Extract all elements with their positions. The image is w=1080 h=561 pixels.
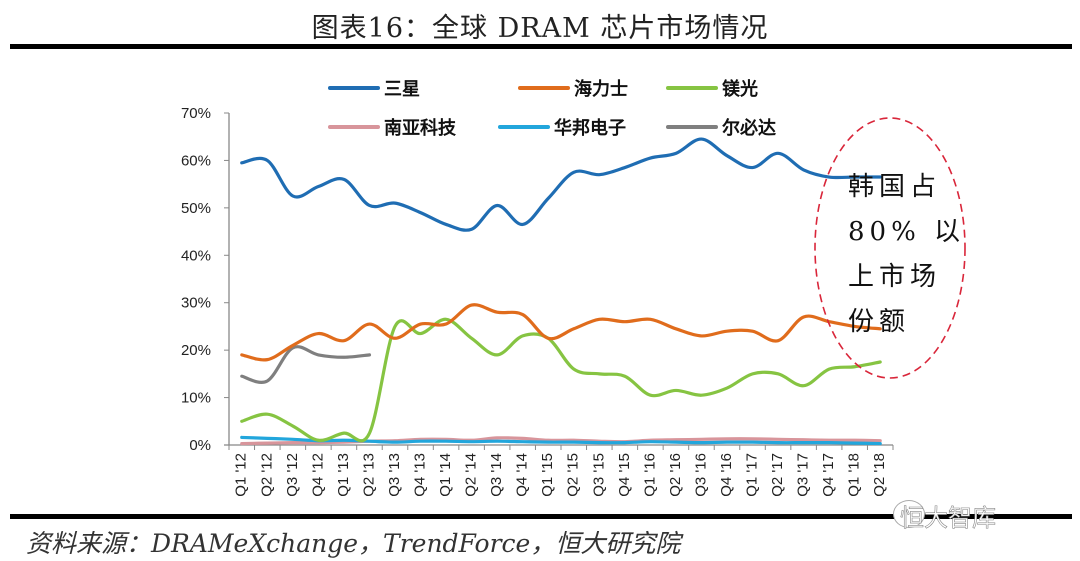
annotation-text-line: 80% 以 xyxy=(848,217,965,247)
annotation-text-line: 份额 xyxy=(848,307,910,337)
axes: 0% 10% 20% 30% 40% 50% 60% 70% Q1 '12 Q2 '12 Q3 '1… xyxy=(181,105,894,497)
legend-label: 三星 xyxy=(384,79,420,100)
annotation-ellipse xyxy=(814,117,966,379)
top-rule-divider xyxy=(10,44,1072,49)
x-tick-label: Q2 '12 xyxy=(258,453,275,497)
x-tick-label: Q4 '14 xyxy=(514,453,531,497)
legend-label: 南亚科技 xyxy=(384,117,457,139)
x-tick-label: Q2 '16 xyxy=(667,453,684,497)
x-tick-label: Q4 '12 xyxy=(309,453,326,497)
x-tick-label: Q3 '13 xyxy=(386,453,403,497)
y-tick-label: 50% xyxy=(181,200,211,217)
y-tick-label: 60% xyxy=(181,152,211,169)
x-tick-label: Q2 '18 xyxy=(871,453,888,497)
watermark: 恒大智库 xyxy=(900,504,997,533)
x-tick-label: Q2 '13 xyxy=(360,453,377,497)
x-tick-label: Q1 '15 xyxy=(539,453,556,497)
figure-title: 图表16：全球 DRAM 芯片市场情况 xyxy=(311,13,769,44)
legend-label: 尔必达 xyxy=(722,117,776,139)
legend-label: 海力士 xyxy=(574,78,628,100)
series-line-0 xyxy=(240,137,882,232)
series-line-2 xyxy=(240,317,882,443)
series-line-4 xyxy=(240,435,882,446)
x-tick-label: Q2 '17 xyxy=(769,453,786,497)
series-line-3 xyxy=(240,436,882,446)
y-tick-label: 40% xyxy=(181,247,211,264)
y-tick-label: 0% xyxy=(189,437,211,454)
x-tick-label: Q3 '16 xyxy=(692,453,709,497)
x-tick-label: Q4 '13 xyxy=(412,453,429,497)
series-line-5 xyxy=(240,345,372,384)
legend-label: 华邦电子 xyxy=(554,117,626,139)
x-tick-label: Q2 '14 xyxy=(463,453,480,497)
y-tick-label: 20% xyxy=(181,342,211,359)
y-tick-label: 30% xyxy=(181,295,211,312)
x-tick-label: Q4 '17 xyxy=(820,453,837,497)
x-tick-label: Q1 '16 xyxy=(641,453,658,497)
x-tick-label: Q3 '15 xyxy=(590,453,607,497)
legend-label: 镁光 xyxy=(722,78,758,100)
x-tick-label: Q3 '12 xyxy=(284,453,301,497)
x-tick-label: Q1 '14 xyxy=(437,453,454,497)
x-tick-label: Q2 '15 xyxy=(565,453,582,497)
x-tick-label: Q3 '14 xyxy=(488,453,505,497)
x-tick-label: Q1 '18 xyxy=(846,453,863,497)
y-tick-label: 10% xyxy=(181,390,211,407)
annotation-text-line: 上市场 xyxy=(848,262,941,292)
series-lines xyxy=(240,137,882,446)
wechat-icon xyxy=(893,500,925,528)
y-tick-label: 70% xyxy=(181,105,211,122)
x-tick-label: Q1 '12 xyxy=(233,453,250,497)
bottom-rule-divider xyxy=(10,514,1072,519)
x-tick-label: Q3 '17 xyxy=(795,453,812,497)
x-tick-label: Q1 '17 xyxy=(744,453,761,497)
series-line-1 xyxy=(240,303,882,362)
annotation-text-line: 韩国占 xyxy=(848,172,941,202)
x-tick-label: Q1 '13 xyxy=(335,453,352,497)
x-tick-label: Q4 '16 xyxy=(718,453,735,497)
x-tick-label: Q4 '15 xyxy=(616,453,633,497)
source-note: 资料来源：DRAMeXchange，TrendForce，恒大研究院 xyxy=(26,529,681,558)
